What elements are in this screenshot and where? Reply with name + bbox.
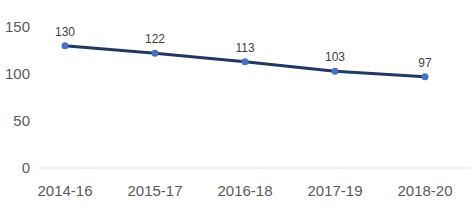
x-tick-label: 2018-20 xyxy=(397,182,452,199)
data-point xyxy=(242,58,249,65)
data-point xyxy=(62,42,69,49)
y-tick-label: 50 xyxy=(13,112,30,129)
x-tick-label: 2017-19 xyxy=(307,182,362,199)
y-tick-label: 0 xyxy=(22,159,30,176)
data-label: 130 xyxy=(55,25,75,39)
data-label: 97 xyxy=(418,56,432,70)
chart: 0 50 100 150 2014-16 2015-17 2016-18 2017-19 201… xyxy=(0,0,474,211)
x-tick-label: 2016-18 xyxy=(217,182,272,199)
data-label: 103 xyxy=(325,50,345,64)
data-label: 122 xyxy=(145,32,165,46)
y-tick-label: 100 xyxy=(5,65,30,82)
y-tick-label: 150 xyxy=(5,18,30,35)
data-point xyxy=(152,50,159,57)
data-point xyxy=(422,73,429,80)
x-tick-label: 2014-16 xyxy=(37,182,92,199)
x-axis-line xyxy=(38,168,470,169)
data-label: 113 xyxy=(235,41,254,55)
x-tick-label: 2015-17 xyxy=(127,182,182,199)
data-point xyxy=(332,68,339,75)
